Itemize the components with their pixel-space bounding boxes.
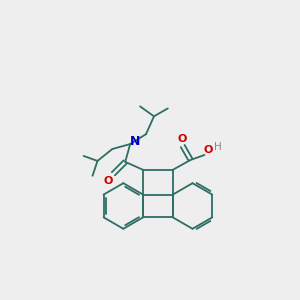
Text: O: O [177,134,186,144]
Text: H: H [214,142,222,152]
Text: O: O [104,176,113,186]
Text: N: N [130,135,140,148]
Text: O: O [204,145,213,155]
